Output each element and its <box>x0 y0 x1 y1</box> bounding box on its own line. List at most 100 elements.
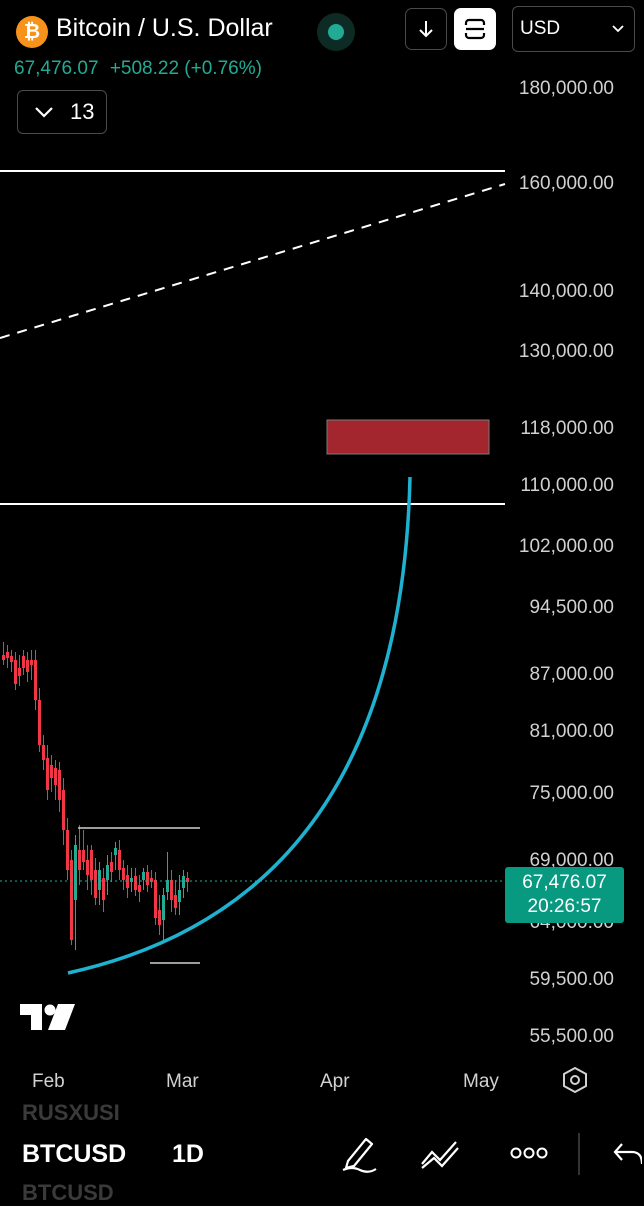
undo-icon[interactable] <box>612 1140 642 1168</box>
bitcoin-logo: ₿ <box>16 16 48 48</box>
candle-body <box>174 895 177 908</box>
time-tick: Mar <box>166 1071 199 1092</box>
candle-body <box>94 870 97 898</box>
candle-body <box>30 660 33 665</box>
market-status[interactable] <box>317 13 355 51</box>
chevron-down-icon <box>612 25 624 33</box>
scroll-down-button[interactable] <box>405 8 447 50</box>
toolbar-divider <box>578 1133 580 1175</box>
candle-body <box>150 878 153 882</box>
candle-body <box>62 790 65 830</box>
currency-select[interactable]: USD <box>512 6 635 52</box>
candle-body <box>90 850 93 880</box>
timeframe-button[interactable]: 1D <box>172 1140 204 1168</box>
time-tick: May <box>463 1071 499 1092</box>
previous-symbol-ghost: RUSXUSI <box>22 1100 120 1125</box>
price-tick: 110,000.00 <box>520 475 614 496</box>
price-tick: 59,500.00 <box>529 969 614 990</box>
candle-body <box>14 660 17 684</box>
chevron-down-icon <box>35 107 53 118</box>
price-tick: 140,000.00 <box>518 281 614 302</box>
dashed-trendline[interactable] <box>0 183 506 339</box>
candle-body <box>98 870 101 890</box>
candle-body <box>18 668 21 676</box>
candle-body <box>46 758 49 790</box>
bar-countdown: 20:26:57 <box>527 896 602 917</box>
candle-body <box>118 850 121 870</box>
candle-body <box>110 862 113 872</box>
candle-body <box>2 655 5 660</box>
candle-body <box>134 876 137 890</box>
price-tick: 160,000.00 <box>518 173 614 194</box>
candle-body <box>154 880 157 918</box>
candle-body <box>66 830 69 870</box>
currency-value: USD <box>520 18 561 39</box>
candle-body <box>22 656 25 668</box>
candle-body <box>86 860 89 875</box>
last-price: 67,476.07 <box>14 58 99 79</box>
candle-body <box>38 700 41 745</box>
candle-body <box>42 745 45 760</box>
candle-body <box>146 872 149 885</box>
price-tick: 81,000.00 <box>529 721 614 742</box>
live-status-dot <box>328 24 344 40</box>
candle-body <box>114 848 117 855</box>
candle-body <box>10 656 13 662</box>
parabolic-curve[interactable] <box>67 476 412 975</box>
candle-body <box>186 878 189 882</box>
settings-hex-icon[interactable] <box>561 1066 589 1094</box>
indicators-collapse-button[interactable]: 13 <box>17 90 107 134</box>
candle-body <box>182 876 185 888</box>
price-change: +508.22 (+0.76%) <box>109 58 262 79</box>
candle-body <box>162 895 165 920</box>
candle-body <box>34 660 37 700</box>
symbol-title[interactable]: Bitcoin / U.S. Dollar <box>56 14 273 42</box>
more-icon[interactable] <box>510 1145 548 1161</box>
current-price-label: 67,476.07 20:26:57 <box>505 867 624 923</box>
candle-body <box>126 875 129 888</box>
price-tick: 102,000.00 <box>518 536 614 557</box>
candle-body <box>6 652 9 658</box>
candle-body <box>26 660 29 672</box>
price-tick: 87,000.00 <box>529 664 614 685</box>
candle-body <box>50 765 53 778</box>
layout-button[interactable] <box>454 8 496 50</box>
price-summary: 67,476.07 +508.22 (+0.76%) <box>14 58 262 80</box>
price-tick: 69,000.00 <box>529 850 614 871</box>
candle-body <box>170 880 173 900</box>
arrow-down-icon <box>419 21 433 38</box>
price-tick: 75,000.00 <box>529 783 614 804</box>
next-symbol-ghost: BTCUSD <box>22 1180 114 1205</box>
price-tick: 130,000.00 <box>518 341 614 362</box>
trendline-icon[interactable] <box>420 1138 460 1170</box>
candle-body <box>74 845 77 900</box>
time-tick: Apr <box>320 1071 350 1092</box>
candle-body <box>178 890 181 902</box>
layout-icon <box>464 18 486 40</box>
candle-body <box>142 872 145 880</box>
candle-body <box>82 850 85 862</box>
indicator-count: 13 <box>70 99 95 124</box>
candle-body <box>166 880 169 892</box>
candle-body <box>58 770 61 800</box>
candle-body <box>54 768 57 785</box>
candle-body <box>106 865 109 880</box>
candle-body <box>130 878 133 882</box>
candle-body <box>78 850 81 870</box>
tradingview-logo[interactable] <box>20 1002 76 1032</box>
candle-body <box>122 868 125 880</box>
time-tick: Feb <box>32 1071 65 1092</box>
candle-body <box>70 860 73 940</box>
price-tick: 180,000.00 <box>518 78 614 99</box>
symbol-button[interactable]: BTCUSD <box>22 1140 127 1168</box>
price-tick: 94,500.00 <box>529 597 614 618</box>
candles <box>2 642 189 950</box>
pencil-icon[interactable] <box>340 1133 378 1173</box>
target-zone[interactable] <box>326 419 490 455</box>
current-price-value: 67,476.07 <box>522 872 607 893</box>
price-tick: 55,500.00 <box>529 1026 614 1047</box>
candle-body <box>138 885 141 892</box>
candle-body <box>102 878 105 900</box>
candle-body <box>158 910 161 925</box>
